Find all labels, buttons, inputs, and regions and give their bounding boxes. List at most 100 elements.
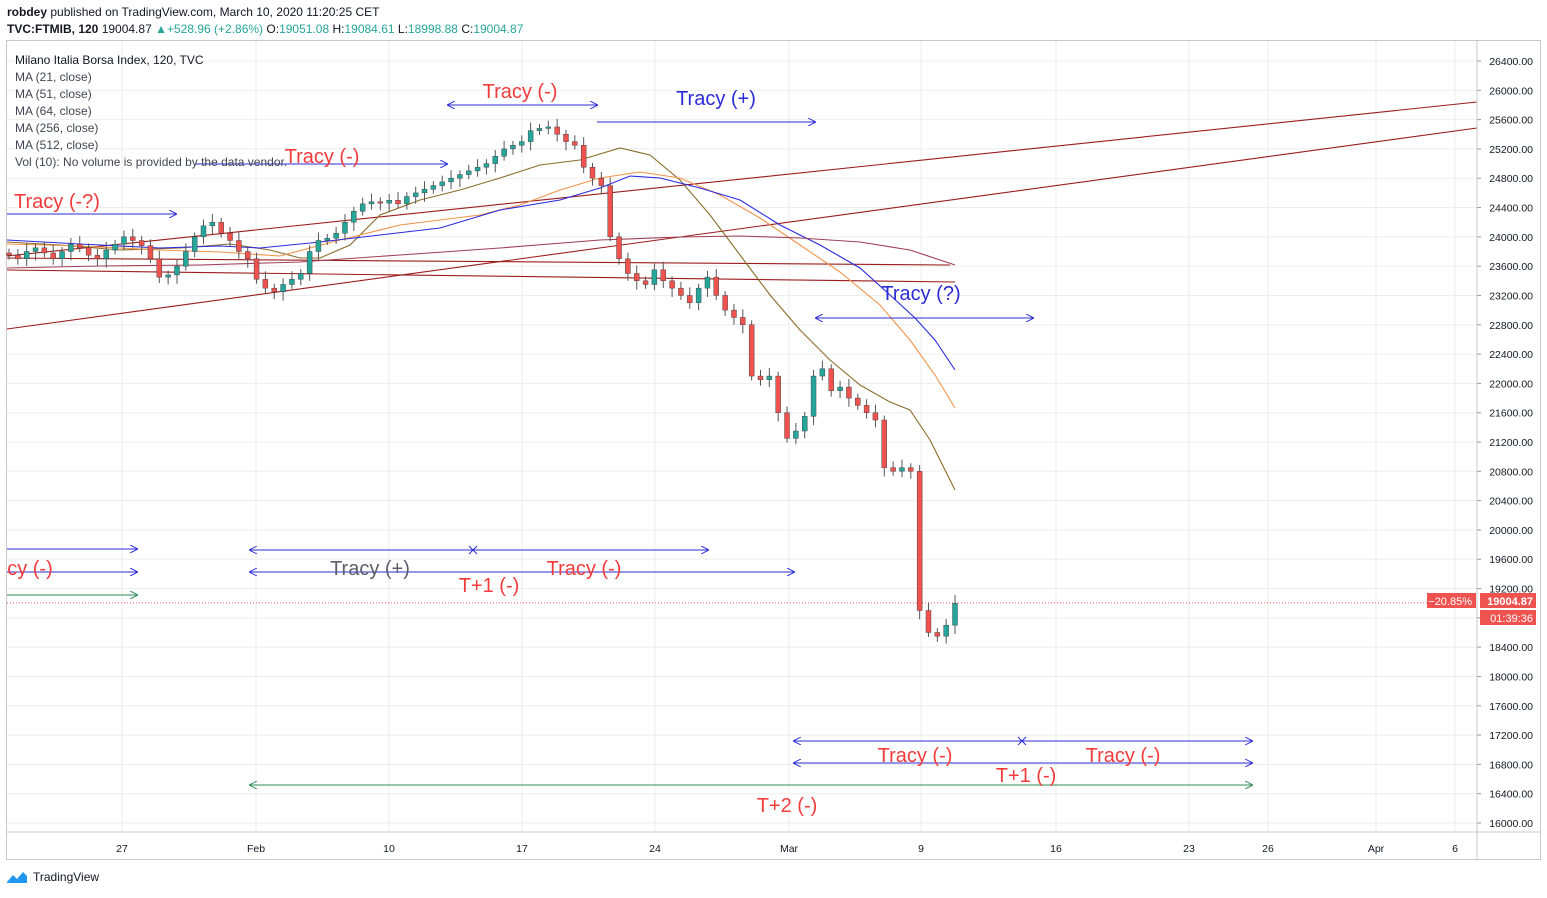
legend-title: Milano Italia Borsa Index, 120, TVC (15, 53, 204, 67)
y-tick-label: 20000.00 (1489, 525, 1533, 537)
open-label: O: (266, 22, 280, 36)
annotation-label: Tracy (+) (330, 558, 410, 580)
candle-body (492, 156, 498, 164)
open-value: 19051.08 (279, 22, 330, 36)
candle-body (943, 624, 949, 637)
annotation-label: Tracy (?) (881, 283, 960, 305)
candle-body (191, 236, 198, 252)
candlesticks (6, 118, 958, 644)
cross-marker (1017, 736, 1027, 746)
annotation-label: cy (-) (7, 558, 53, 580)
candle-body (916, 471, 923, 611)
candle-body (439, 181, 445, 186)
channel-line (6, 127, 1478, 330)
y-tick-label: 23600.00 (1489, 261, 1533, 273)
candle-body (687, 295, 693, 303)
x-tick-label: Apr (1368, 843, 1385, 855)
candle-body (466, 170, 472, 175)
candle-body (368, 201, 375, 205)
candle-body (209, 221, 216, 227)
candle-body (625, 258, 631, 274)
pct-badge (1427, 593, 1476, 608)
footer-brand[interactable]: TradingView (6, 870, 99, 884)
candle-body (253, 258, 260, 280)
legend-ma-512[interactable]: MA (512, close) (15, 138, 99, 152)
candle-body (324, 238, 330, 241)
x-tick-label: 10 (383, 843, 395, 855)
x-tick-label: 24 (649, 843, 661, 855)
candle-body (138, 240, 145, 246)
footer-brand-text: TradingView (33, 870, 100, 884)
y-tick-label: 22800.00 (1489, 320, 1533, 332)
candle-body (757, 375, 764, 380)
candle-body (908, 467, 914, 472)
candle-body (474, 167, 481, 172)
candle-body (819, 368, 826, 377)
annotation-label: Tracy (-) (483, 81, 558, 103)
y-tick-label: 20800.00 (1489, 466, 1533, 478)
legend-ma-21[interactable]: MA (21, close) (15, 70, 92, 84)
candle-body (519, 141, 525, 146)
candle-body (262, 279, 269, 289)
candle-body (298, 273, 304, 280)
candle-body (121, 236, 127, 245)
y-tick-label: 24400.00 (1489, 203, 1533, 215)
candle-body (695, 287, 702, 303)
legend-volume[interactable]: Vol (10): No volume is provided by the d… (15, 155, 288, 169)
pct-badge-text: −20.85% (1428, 596, 1472, 608)
candle-body (280, 284, 286, 292)
legend-ma-51[interactable]: MA (51, close) (15, 87, 92, 101)
y-tick-label: 23200.00 (1489, 290, 1533, 302)
legend-ma-256[interactable]: MA (256, close) (15, 121, 99, 135)
y-tick-label: 21600.00 (1489, 408, 1533, 420)
candle-body (421, 189, 428, 194)
y-tick-label: 19600.00 (1489, 554, 1533, 566)
candle-body (245, 251, 251, 260)
chart-legend: Milano Italia Borsa Index, 120, TVC MA (… (15, 52, 287, 171)
annotation-label: Tracy (-) (285, 146, 360, 168)
legend-ma-64[interactable]: MA (64, close) (15, 104, 92, 118)
y-tick-label: 22000.00 (1489, 378, 1533, 390)
candle-body (448, 178, 454, 183)
candle-body (793, 430, 799, 439)
y-tick-label: 20400.00 (1489, 496, 1533, 508)
candle-body (147, 245, 154, 260)
candle-body (952, 602, 958, 626)
price-badge-text: 19004.87 (1487, 596, 1533, 608)
candle-body (881, 419, 887, 468)
annotation-label: T+1 (-) (996, 765, 1057, 787)
axes: 26400.00 26000.00 25600.00 25200.00 24800.00… (7, 41, 1541, 859)
candle-body (386, 200, 392, 204)
candle-body (236, 240, 242, 252)
y-tick-label: 17600.00 (1489, 701, 1533, 713)
candle-body (6, 252, 12, 256)
low-label: L: (397, 22, 408, 36)
author-name[interactable]: robdey (7, 5, 48, 19)
ohlc-bar: TVC:FTMIB, 120 19004.87 ▲+528.96 (+2.86%… (7, 22, 523, 36)
candle-body (94, 254, 101, 260)
candle-body (784, 412, 790, 439)
candle-body (563, 134, 569, 142)
chart-frame (6, 40, 1541, 860)
candle-body (899, 467, 905, 472)
y-tick-label: 26400.00 (1489, 56, 1533, 68)
y-tick-label: 25600.00 (1489, 115, 1533, 127)
candle-body (722, 295, 728, 311)
y-tick-label: 16800.00 (1489, 759, 1533, 771)
ma-line-ma256 (6, 235, 956, 269)
candle-body (527, 130, 534, 142)
candle-body (872, 412, 879, 421)
y-tick-label: 26000.00 (1489, 85, 1533, 97)
candle-body (457, 174, 463, 179)
candle-body (855, 397, 861, 406)
candle-body (846, 386, 852, 399)
candle-body (572, 141, 578, 146)
candle-body (218, 221, 224, 234)
candle-body (660, 269, 666, 282)
published-text: published on TradingView.com, March 10, … (50, 5, 380, 19)
candle-body (32, 247, 39, 252)
candle-body (589, 167, 596, 179)
candle-body (536, 128, 543, 131)
x-tick-label: Feb (247, 843, 265, 855)
